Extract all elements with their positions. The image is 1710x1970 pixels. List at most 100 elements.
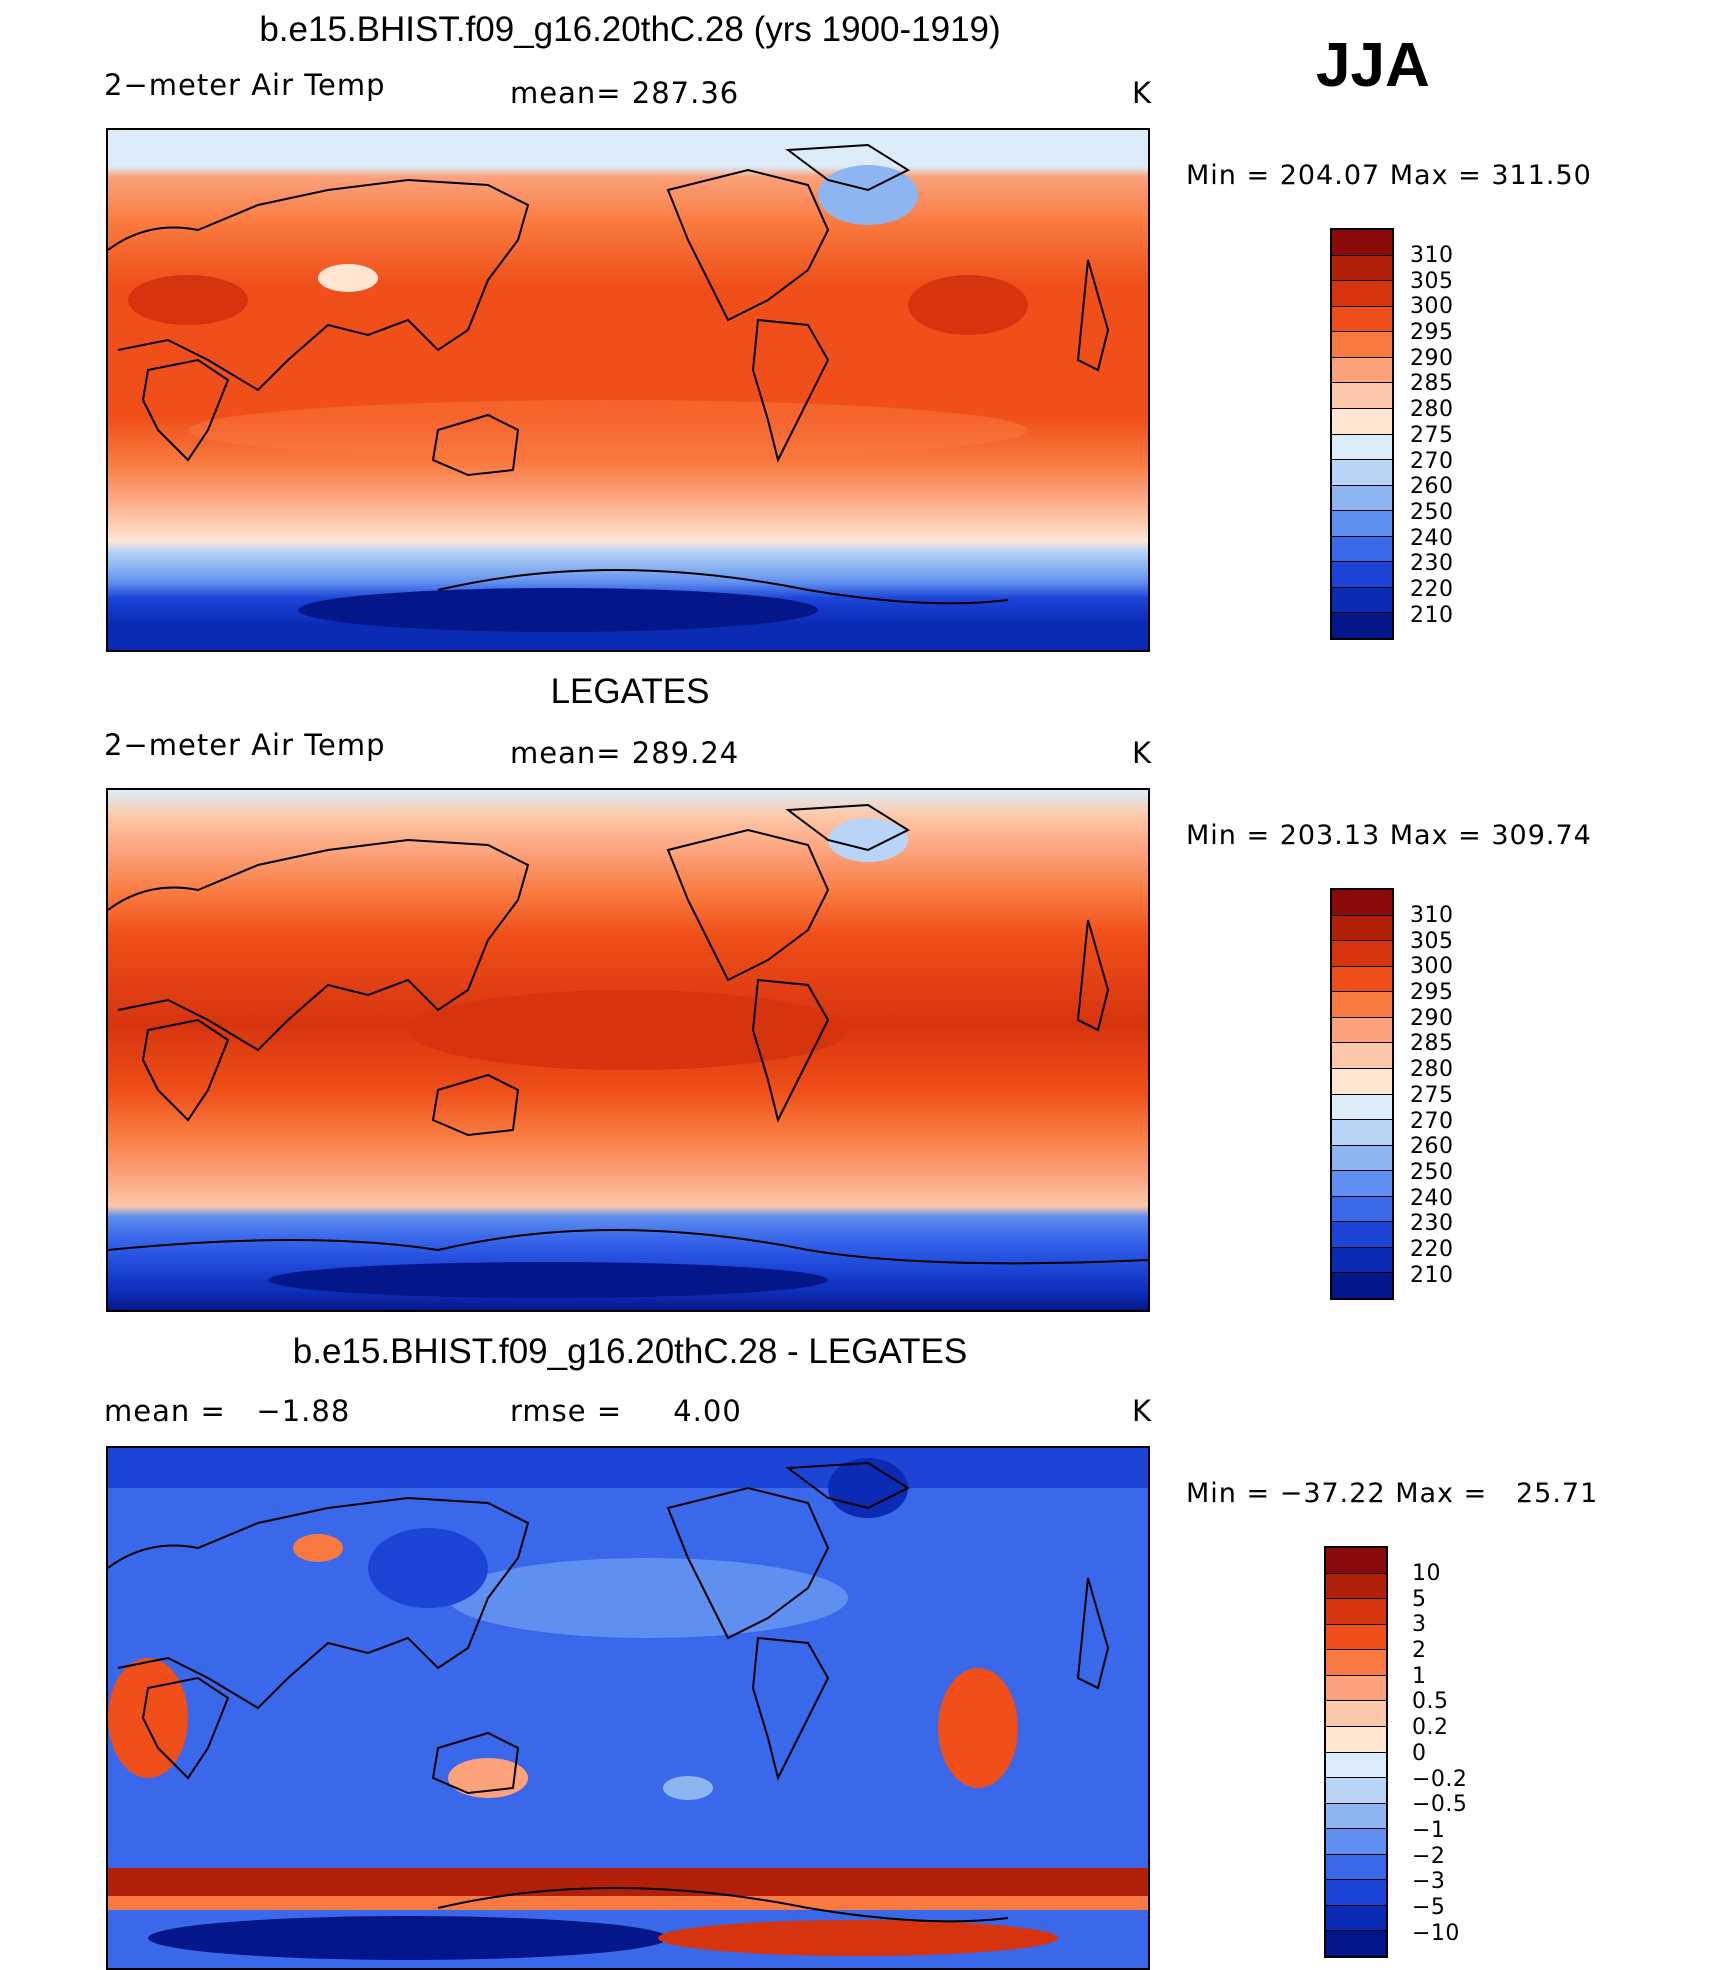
colorbar-swatch (1332, 1017, 1392, 1044)
colorbar-swatch (1332, 1222, 1392, 1248)
colorbar-tick-label: 230 (1410, 551, 1454, 577)
colorbar-swatch (1332, 255, 1392, 282)
colorbar-swatch (1332, 1145, 1392, 1172)
colorbar-swatch (1332, 1068, 1392, 1095)
colorbar-swatch (1332, 383, 1392, 409)
colorbar-swatch (1332, 587, 1392, 614)
colorbar-swatch (1326, 1803, 1386, 1830)
colorbar-swatch (1326, 1548, 1386, 1574)
colorbar-swatch (1332, 966, 1392, 993)
colorbar-tick-label: 305 (1410, 268, 1454, 294)
colorbar-tick-label: −5 (1412, 1894, 1446, 1920)
panel3-minmax: Min = −37.22 Max = 25.71 (1186, 1478, 1599, 1509)
colorbar-swatch (1326, 1701, 1386, 1727)
panel2-colorbar-labels: 310 305 300 295 290 285 280 275 270 260 250 240 230 2… (1410, 903, 1454, 1288)
colorbar-swatch (1326, 1905, 1386, 1932)
colorbar-tick-label: 2 (1412, 1638, 1427, 1664)
colorbar-swatch (1332, 1247, 1392, 1274)
panel2-field-label: 2−meter Air Temp (104, 728, 386, 762)
colorbar-tick-label: 10 (1412, 1561, 1441, 1586)
colorbar-tick-label: −10 (1412, 1920, 1460, 1946)
panel3-rmse-label: rmse = 4.00 (510, 1394, 742, 1428)
colorbar-swatch (1332, 281, 1392, 307)
panel1-mean-label: mean= 287.36 (510, 76, 740, 110)
panel3-map (106, 1446, 1150, 1970)
colorbar-tick-label: 290 (1410, 1005, 1454, 1031)
colorbar-tick-label: −2 (1412, 1843, 1446, 1869)
panel2-colorbar (1330, 888, 1394, 1300)
panel2-map (106, 788, 1150, 1312)
panel1-field-label: 2−meter Air Temp (104, 68, 386, 102)
colorbar-tick-label: 5 (1412, 1586, 1427, 1612)
colorbar-tick-label: 300 (1410, 294, 1454, 320)
colorbar-swatch (1332, 1094, 1392, 1121)
colorbar-swatch (1332, 230, 1392, 256)
colorbar-tick-label: 275 (1410, 422, 1454, 448)
colorbar-swatch (1332, 357, 1392, 384)
panel2-minmax: Min = 203.13 Max = 309.74 (1186, 820, 1592, 851)
colorbar-swatch (1326, 1778, 1386, 1804)
colorbar-swatch (1326, 1880, 1386, 1906)
colorbar-tick-label: 250 (1410, 1159, 1454, 1185)
colorbar-swatch (1326, 1829, 1386, 1855)
colorbar-swatch (1326, 1931, 1386, 1956)
colorbar-swatch (1326, 1599, 1386, 1625)
colorbar-tick-label: 270 (1410, 448, 1454, 474)
colorbar-tick-label: 285 (1410, 371, 1454, 397)
panel1-map (106, 128, 1150, 652)
colorbar-tick-label: 260 (1410, 1134, 1454, 1160)
colorbar-swatch (1332, 915, 1392, 942)
colorbar-tick-label: 275 (1410, 1082, 1454, 1108)
colorbar-swatch (1326, 1726, 1386, 1753)
colorbar-tick-label: 210 (1410, 602, 1454, 628)
colorbar-tick-label: 310 (1410, 903, 1454, 928)
colorbar-swatch (1332, 1043, 1392, 1069)
colorbar-tick-label: 3 (1412, 1612, 1427, 1638)
colorbar-tick-label: 300 (1410, 954, 1454, 980)
colorbar-tick-label: 270 (1410, 1108, 1454, 1134)
colorbar-tick-label: 0 (1412, 1740, 1427, 1766)
colorbar-tick-label: −1 (1412, 1817, 1446, 1843)
colorbar-swatch (1332, 408, 1392, 435)
colorbar-tick-label: 305 (1410, 928, 1454, 954)
colorbar-tick-label: 310 (1410, 243, 1454, 268)
colorbar-swatch (1332, 941, 1392, 967)
colorbar-swatch (1326, 1573, 1386, 1600)
colorbar-tick-label: 220 (1410, 576, 1454, 602)
colorbar-swatch (1332, 306, 1392, 333)
colorbar-tick-label: 295 (1410, 980, 1454, 1006)
panel3-units: K (1132, 1394, 1153, 1428)
colorbar-swatch (1332, 511, 1392, 537)
colorbar-tick-label: −0.5 (1412, 1792, 1468, 1818)
colorbar-swatch (1332, 613, 1392, 638)
colorbar-swatch (1326, 1752, 1386, 1779)
panel3-colorbar (1324, 1546, 1388, 1958)
colorbar-tick-label: 285 (1410, 1031, 1454, 1057)
panel1-title: b.e15.BHIST.f09_g16.20thC.28 (yrs 1900-1… (259, 10, 1001, 49)
colorbar-tick-label: 1 (1412, 1663, 1427, 1689)
colorbar-swatch (1326, 1854, 1386, 1881)
colorbar-swatch (1332, 332, 1392, 358)
colorbar-tick-label: 290 (1410, 345, 1454, 371)
colorbar-tick-label: 240 (1410, 1185, 1454, 1211)
panel2-mean-label: mean= 289.24 (510, 736, 740, 770)
panel3-mean-label: mean = −1.88 (104, 1394, 351, 1428)
panel2-title: LEGATES (550, 672, 710, 711)
colorbar-tick-label: 295 (1410, 320, 1454, 346)
colorbar-tick-label: 260 (1410, 474, 1454, 500)
colorbar-tick-label: −3 (1412, 1869, 1446, 1895)
colorbar-swatch (1332, 434, 1392, 461)
colorbar-swatch (1332, 1196, 1392, 1223)
colorbar-tick-label: 280 (1410, 1057, 1454, 1083)
colorbar-swatch (1326, 1650, 1386, 1676)
colorbar-tick-label: 210 (1410, 1262, 1454, 1288)
panel2-units: K (1132, 736, 1153, 770)
colorbar-swatch (1332, 485, 1392, 512)
season-label: JJA (1316, 31, 1430, 100)
colorbar-swatch (1332, 992, 1392, 1018)
colorbar-swatch (1332, 536, 1392, 563)
colorbar-tick-label: 240 (1410, 525, 1454, 551)
colorbar-swatch (1332, 562, 1392, 588)
panel1-minmax: Min = 204.07 Max = 311.50 (1186, 160, 1592, 191)
colorbar-tick-label: −0.2 (1412, 1766, 1468, 1792)
